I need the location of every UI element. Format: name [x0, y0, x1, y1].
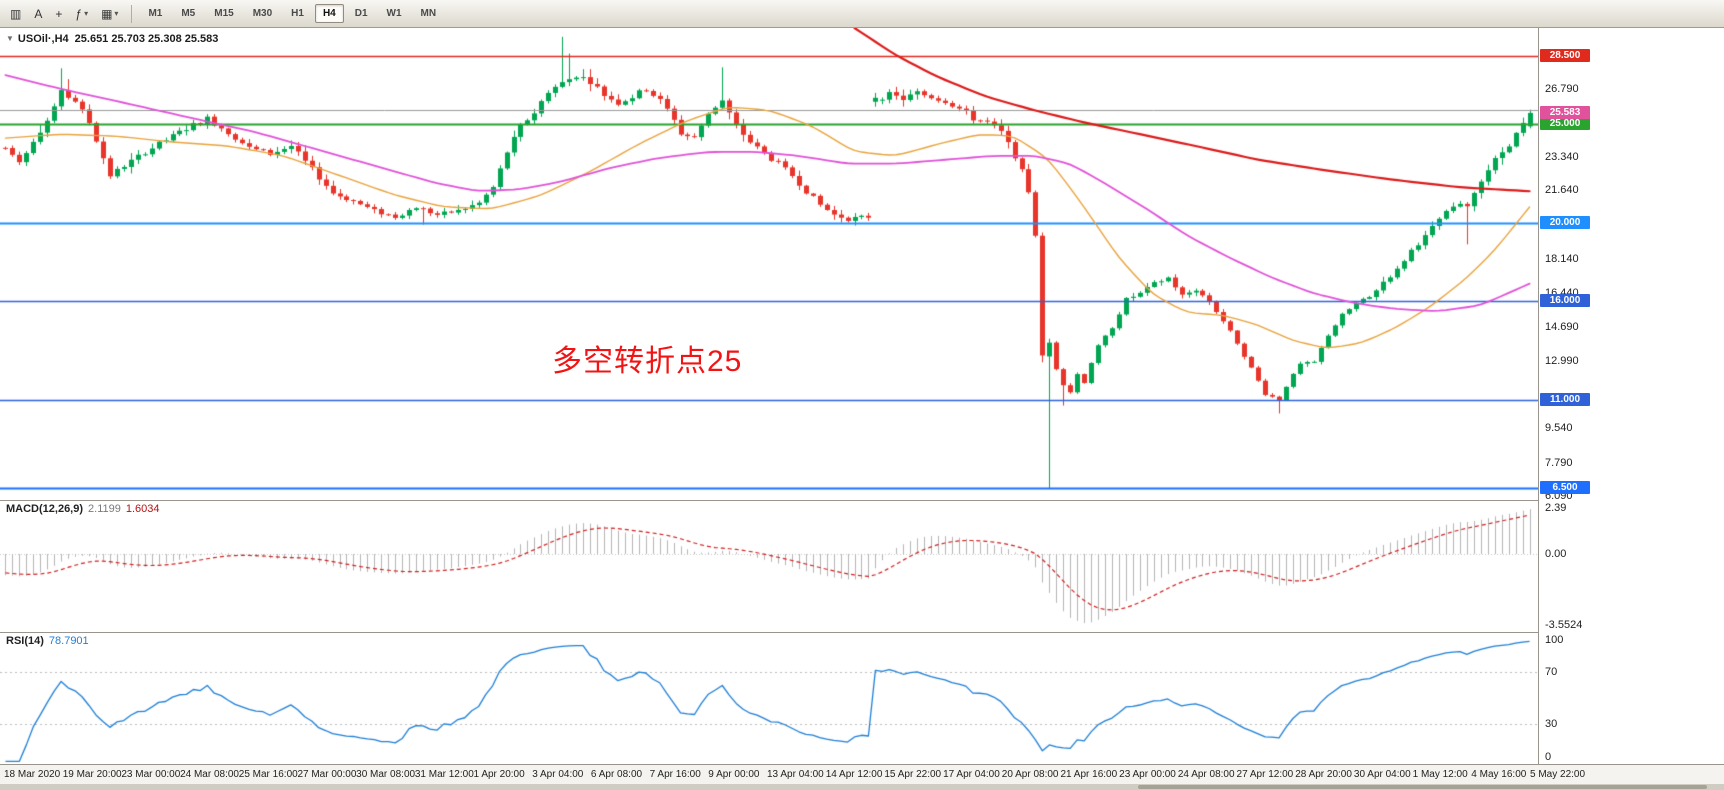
price-tick: 26.790 — [1545, 83, 1579, 96]
toolbar-separator — [131, 4, 133, 23]
macd-axis-tick: 0.00 — [1545, 548, 1567, 560]
price-level-badge: 28.500 — [1540, 48, 1590, 62]
time-axis[interactable]: 18 Mar 2020 19 Mar 20:00 23 Mar 00:00 24 Ma… — [0, 764, 1724, 784]
time-label: 30 Mar 08:00 — [356, 769, 416, 780]
horizontal-scrollbar[interactable] — [0, 784, 1724, 790]
price-tick: 9.540 — [1545, 422, 1573, 435]
price-level-badge: 16.000 — [1540, 294, 1590, 308]
cursor-tool-button[interactable]: A — [28, 4, 48, 24]
rsi-axis-tick: 30 — [1545, 718, 1558, 731]
time-label: 24 Apr 08:00 — [1177, 769, 1235, 780]
rsi-axis-tick: 70 — [1545, 665, 1558, 678]
macd-axis-tick: 2.39 — [1545, 502, 1567, 514]
time-label: 5 May 22:00 — [1530, 769, 1586, 780]
chart-type-icon: ▥ — [10, 6, 22, 21]
macd-indicator-name: MACD(12,26,9) — [6, 503, 84, 515]
rsi-indicator-canvas[interactable] — [0, 632, 1538, 764]
time-label: 13 Apr 04:00 — [767, 769, 824, 780]
scrollbar-handle[interactable] — [1137, 785, 1707, 789]
time-label: 21 Apr 16:00 — [1060, 769, 1118, 780]
timeframe-d1-button[interactable]: D1 — [354, 8, 368, 19]
price-chart-canvas[interactable] — [0, 28, 1538, 500]
time-label: 17 Apr 04:00 — [943, 769, 1000, 780]
panel-separator-macd — [0, 500, 1724, 501]
price-tick: 18.140 — [1545, 253, 1579, 266]
price-tick: 7.790 — [1545, 456, 1573, 469]
timeframe-m5-button[interactable]: M5 — [181, 8, 196, 19]
price-level-badge: 20.000 — [1540, 215, 1590, 229]
timeframe-w1-button[interactable]: W1 — [386, 8, 402, 19]
time-label: 4 May 16:00 — [1471, 769, 1527, 780]
rsi-label: RSI(14) 78.7901 — [6, 635, 89, 647]
time-label: 24 Mar 08:00 — [180, 769, 239, 780]
time-label: 23 Apr 00:00 — [1119, 769, 1176, 780]
time-label: 20 Apr 08:00 — [1001, 769, 1059, 780]
current-price-badge: 25.583 — [1540, 105, 1590, 119]
dropdown-caret-icon: ▾ — [114, 9, 119, 18]
chart-ohlc-values: 25.651 25.703 25.308 25.583 — [74, 33, 219, 45]
cursor-tool-icon: A — [34, 6, 43, 21]
rsi-indicator-name: RSI(14) — [6, 635, 44, 647]
collapse-chevron-icon[interactable]: ▼ — [6, 34, 14, 43]
time-label: 14 Apr 12:00 — [825, 769, 883, 780]
price-tick: 12.990 — [1545, 354, 1579, 367]
time-label: 7 Apr 16:00 — [649, 769, 701, 780]
crosshair-tool-button[interactable]: + — [49, 4, 68, 24]
price-level-badge: 6.500 — [1540, 481, 1590, 495]
timeframe-h1-button[interactable]: H1 — [291, 8, 304, 19]
timeframe-h4-button[interactable]: H4 — [314, 4, 344, 23]
time-label: 27 Mar 00:00 — [297, 769, 357, 780]
time-label: 25 Mar 16:00 — [238, 769, 298, 780]
tool-buttons-group: ▥ A + ƒ ▾ ▦ ▾ — [4, 4, 124, 24]
macd-signal-value: 1.6034 — [125, 503, 160, 515]
time-label: 6 Apr 08:00 — [590, 769, 643, 780]
timeframe-buttons-group: M1 M5 M15 M30 H1 H4 D1 W1 MN — [139, 4, 445, 23]
price-tick: 14.690 — [1545, 321, 1579, 334]
timeframe-m1-button[interactable]: M1 — [148, 8, 163, 19]
indicators-menu-button[interactable]: ƒ ▾ — [69, 4, 94, 24]
indicators-menu-icon: ƒ — [75, 6, 83, 21]
chart-text-annotation: 多空转折点25 — [552, 345, 743, 378]
chart-symbol-label: USOil·,H4 — [17, 33, 69, 45]
timeframe-m30-button[interactable]: M30 — [252, 8, 273, 19]
toolbar: ▥ A + ƒ ▾ ▦ ▾ M1 M5 M15 M30 H1 H4 D1 W1 MN — [0, 0, 1724, 28]
rsi-axis-tick: 100 — [1545, 634, 1564, 646]
crosshair-tool-icon: + — [55, 6, 63, 21]
timeframe-mn-button[interactable]: MN — [420, 8, 437, 19]
time-label: 19 Mar 20:00 — [62, 769, 122, 780]
macd-indicator-canvas[interactable] — [0, 500, 1538, 632]
price-axis[interactable]: 26.790 23.340 21.640 18.140 16.440 14.690 12.9… — [1538, 28, 1724, 764]
chart-title: ▼ USOil·,H4 25.651 25.703 25.308 25.583 — [6, 33, 218, 45]
price-tick: 23.340 — [1545, 151, 1579, 163]
macd-axis-tick: -3.5524 — [1545, 619, 1583, 631]
time-label: 27 Apr 12:00 — [1236, 769, 1294, 780]
time-label: 15 Apr 22:00 — [884, 769, 942, 780]
price-level-badge: 25.000 — [1540, 117, 1590, 131]
macd-label: MACD(12,26,9) 2.1199 1.6034 — [6, 503, 160, 515]
time-label: 9 Apr 00:00 — [708, 769, 760, 780]
rsi-value: 78.7901 — [48, 635, 89, 647]
panel-separator-rsi — [0, 632, 1724, 633]
macd-main-value: 2.1199 — [88, 503, 121, 515]
time-label: 28 Apr 20:00 — [1295, 769, 1352, 780]
layout-menu-icon: ▦ — [101, 6, 113, 21]
chart-type-button[interactable]: ▥ — [4, 4, 27, 24]
price-level-badge: 11.000 — [1540, 392, 1590, 406]
dropdown-caret-icon: ▾ — [84, 9, 89, 18]
time-label: 18 Mar 2020 — [4, 769, 61, 780]
time-label: 1 Apr 20:00 — [473, 769, 525, 780]
time-label: 31 Mar 12:00 — [414, 769, 474, 780]
layout-menu-button[interactable]: ▦ ▾ — [95, 4, 124, 24]
time-label: 30 Apr 04:00 — [1353, 769, 1411, 780]
time-label: 23 Mar 00:00 — [121, 769, 181, 780]
price-tick: 21.640 — [1545, 184, 1579, 197]
timeframe-m15-button[interactable]: M15 — [214, 8, 234, 19]
time-label: 3 Apr 04:00 — [532, 769, 584, 780]
time-label: 1 May 12:00 — [1412, 769, 1468, 780]
rsi-axis-tick: 0 — [1545, 751, 1552, 763]
